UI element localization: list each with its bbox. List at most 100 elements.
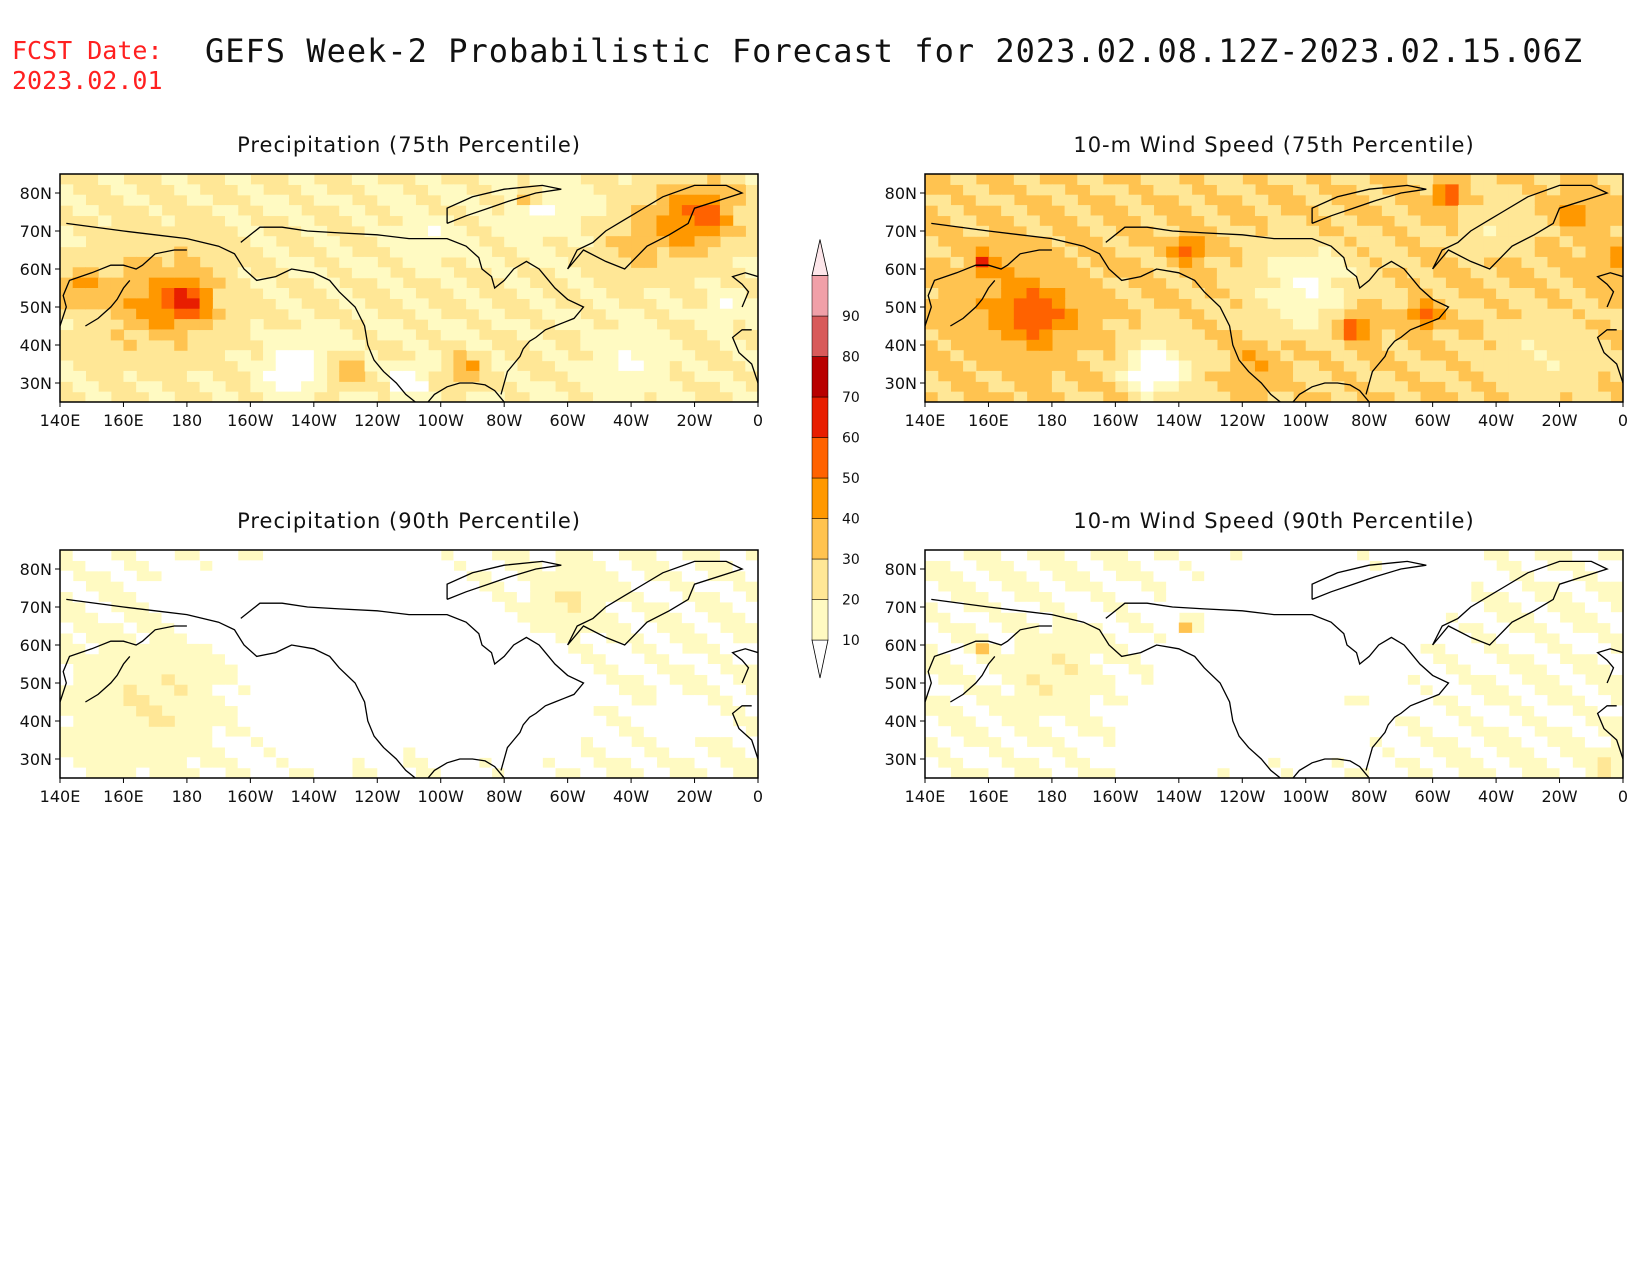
field-cell	[1293, 632, 1307, 644]
field-cell	[1267, 612, 1281, 624]
field-cell	[1318, 560, 1332, 572]
field-cell	[1191, 246, 1205, 258]
field-cell	[1534, 350, 1548, 362]
field-cell	[1242, 350, 1256, 362]
field-cell	[567, 601, 581, 613]
field-cell	[161, 298, 175, 310]
field-cell	[694, 653, 708, 665]
field-cell	[161, 319, 175, 331]
map-panel-1: Precipitation (75th Percentile)140E 160E 1…	[20, 133, 763, 430]
field-cell	[707, 581, 721, 593]
field-cell	[567, 236, 581, 248]
field-cell	[1115, 360, 1129, 372]
field-cell	[402, 570, 416, 582]
field-cell	[428, 726, 442, 738]
field-cell	[554, 256, 569, 268]
field-cell	[60, 319, 74, 331]
field-cell	[1039, 319, 1053, 331]
field-cell	[516, 664, 531, 675]
field-cell	[1394, 298, 1408, 310]
field-cell	[1458, 391, 1472, 402]
field-cell	[1001, 205, 1015, 217]
field-cell	[1115, 581, 1129, 593]
field-cell	[1102, 225, 1116, 237]
field-cell	[1458, 236, 1472, 248]
field-cell	[1381, 664, 1396, 675]
field-cell	[1445, 329, 1459, 341]
field-cell	[1470, 256, 1484, 268]
field-cell	[1216, 267, 1231, 279]
field-cell	[1356, 267, 1370, 279]
field-cell	[719, 767, 734, 778]
field-cell	[1496, 277, 1510, 289]
field-cell	[478, 256, 493, 268]
field-cell	[453, 695, 467, 707]
field-cell	[516, 370, 531, 382]
field-cell	[389, 360, 404, 372]
colorbar-label: 90	[842, 309, 860, 325]
field-cell	[1445, 643, 1459, 655]
field-cell	[707, 370, 721, 382]
field-cell	[326, 726, 340, 738]
field-cell	[389, 591, 404, 603]
field-cell	[1572, 215, 1586, 227]
field-cell	[937, 736, 951, 748]
field-cell	[963, 560, 977, 572]
field-cell	[656, 695, 670, 707]
field-cell	[1356, 360, 1370, 372]
field-cell	[1496, 184, 1510, 196]
field-cell	[466, 205, 480, 217]
field-cell	[186, 308, 201, 320]
y-tick-label: 80N	[885, 184, 917, 203]
field-cell	[123, 695, 137, 707]
field-cell	[377, 705, 391, 717]
field-cell	[1216, 612, 1231, 624]
field-cell	[301, 184, 315, 196]
field-cell	[428, 591, 442, 603]
field-cell	[1115, 246, 1129, 258]
field-cell	[440, 622, 455, 634]
field-cell	[199, 277, 213, 289]
field-cell	[402, 329, 416, 341]
field-cell	[1381, 277, 1396, 289]
field-cell	[1280, 726, 1294, 738]
field-cell	[1204, 736, 1218, 748]
field-cell	[694, 695, 708, 707]
field-cell	[681, 726, 696, 738]
field-cell	[339, 560, 353, 572]
field-cell	[1102, 581, 1116, 593]
field-cell	[694, 205, 708, 217]
field-cell	[1610, 319, 1623, 331]
field-cell	[925, 236, 939, 248]
field-cell	[1140, 308, 1155, 320]
field-cell	[313, 581, 328, 593]
field-cell	[1242, 643, 1256, 655]
field-cell	[491, 757, 505, 769]
field-cell	[593, 360, 607, 372]
field-cell	[1089, 570, 1104, 582]
field-cell	[1026, 319, 1040, 331]
field-cell	[478, 205, 493, 217]
panel-frame	[924, 173, 1624, 403]
field-cell	[1483, 225, 1497, 237]
field-cell	[1204, 174, 1218, 185]
y-tick-label: 80N	[20, 560, 52, 579]
field-cell	[478, 591, 493, 603]
field-cell	[313, 705, 328, 717]
field-cell	[313, 236, 328, 248]
field-cell	[174, 267, 188, 279]
field-cell	[1419, 653, 1434, 665]
field-cell	[1597, 643, 1611, 655]
field-cell	[631, 308, 645, 320]
field-cell	[364, 360, 378, 372]
field-cell	[313, 715, 328, 727]
field-cell	[1026, 612, 1040, 624]
field-cell	[1331, 736, 1345, 748]
field-cell	[719, 339, 734, 351]
colorbar-label: 60	[842, 431, 860, 447]
field-cell	[1483, 757, 1497, 769]
field-cell	[1191, 684, 1205, 696]
field-cell	[567, 205, 581, 217]
field-cell	[529, 246, 543, 258]
field-cell	[1508, 674, 1523, 686]
